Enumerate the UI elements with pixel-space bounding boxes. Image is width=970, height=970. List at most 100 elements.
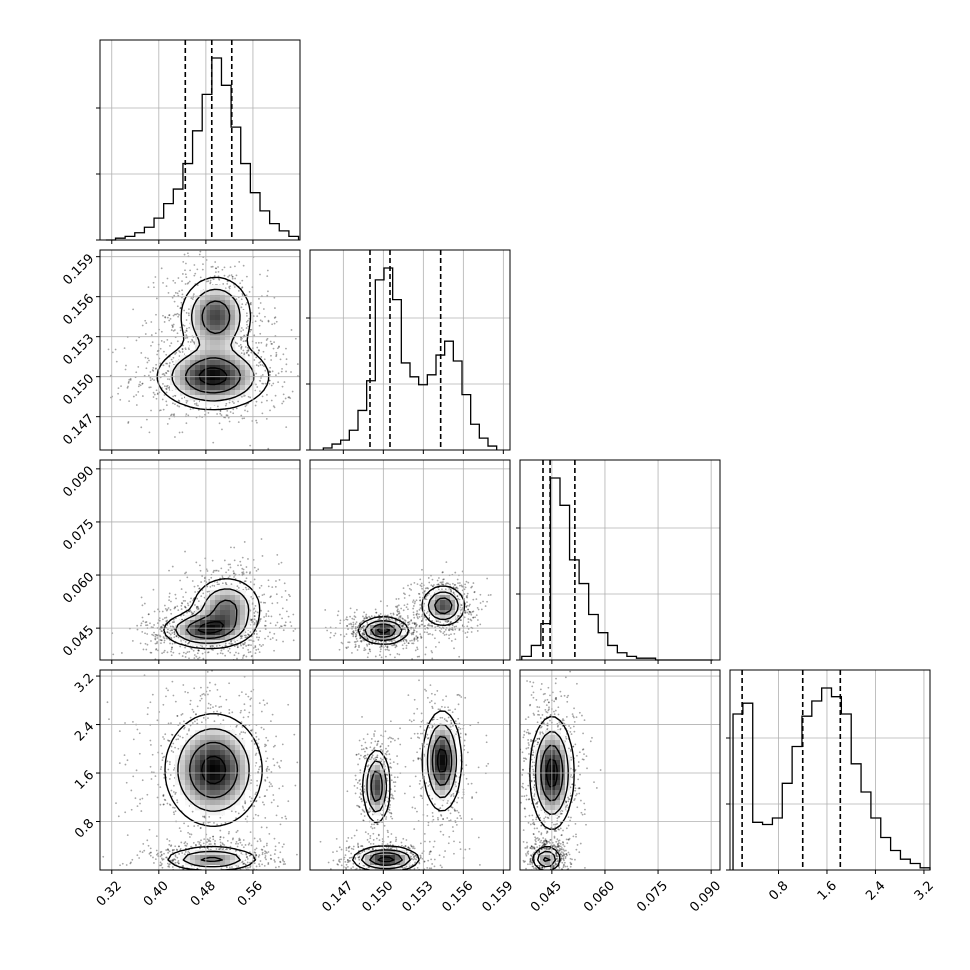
sample-point [154, 635, 157, 638]
sample-point [118, 730, 121, 733]
sample-point [182, 865, 185, 868]
sample-point [209, 279, 212, 282]
sample-point [166, 651, 169, 654]
density-cell [220, 750, 226, 756]
density-cell [245, 390, 251, 396]
sample-point [177, 872, 179, 874]
sample-point [257, 771, 260, 773]
sample-point [274, 845, 277, 848]
sample-point [288, 593, 290, 596]
sample-point [135, 769, 138, 772]
density-cell [220, 805, 226, 811]
sample-point [237, 564, 239, 567]
sample-point [266, 399, 268, 402]
sample-point [163, 637, 166, 640]
sample-point [172, 356, 175, 359]
sample-point [239, 666, 241, 668]
sample-point [160, 864, 163, 867]
sample-point [206, 570, 209, 572]
sample-point [277, 372, 280, 375]
sample-point [267, 320, 270, 323]
density-cell [230, 795, 236, 801]
density-cell [205, 750, 211, 756]
density-cell [195, 805, 201, 811]
density-cell [195, 375, 201, 381]
histogram-panel-0 [96, 39, 301, 241]
sample-point [149, 851, 152, 854]
sample-point [203, 838, 206, 840]
sample-point [132, 775, 135, 778]
sample-point [240, 883, 242, 885]
sample-point [256, 611, 259, 614]
density-cell [210, 315, 216, 321]
sample-point [153, 393, 156, 396]
density-cell [235, 320, 241, 326]
density-cell [185, 630, 191, 636]
density-cell [225, 595, 231, 601]
sample-point [273, 406, 276, 409]
density-cell [170, 380, 176, 386]
density-cell [205, 615, 211, 621]
sample-point [244, 863, 247, 866]
density-cell [230, 620, 236, 626]
density-cell [230, 350, 236, 356]
sample-point [149, 379, 152, 382]
density-cell [200, 380, 206, 386]
density-cell [230, 735, 236, 741]
density-cell [175, 780, 181, 786]
sample-point [199, 569, 202, 572]
density-cell [205, 725, 211, 731]
sample-point [184, 606, 187, 609]
sample-point [249, 866, 251, 869]
sample-point [190, 611, 193, 613]
sample-point [171, 851, 174, 854]
sample-point [171, 734, 174, 736]
contour-line [175, 588, 250, 644]
sample-point [162, 364, 165, 367]
density-cell [220, 620, 226, 626]
sample-point [234, 277, 236, 280]
density-cell [230, 305, 236, 311]
density-cell [215, 320, 221, 326]
sample-point [168, 314, 171, 316]
sample-point [183, 727, 185, 730]
sample-point [294, 337, 297, 340]
sample-point [219, 836, 222, 838]
sample-point [253, 334, 256, 337]
sample-point [254, 610, 257, 613]
sample-point [245, 588, 248, 591]
sample-point [168, 596, 171, 598]
sample-point [195, 561, 198, 564]
sample-point [144, 319, 147, 322]
sample-point [166, 316, 169, 319]
sample-point [167, 848, 169, 851]
sample-point [221, 268, 224, 271]
sample-point [166, 370, 169, 372]
sample-point [192, 841, 195, 844]
sample-point [267, 290, 269, 293]
sample-point [261, 320, 264, 323]
sample-point [245, 352, 248, 354]
sample-point [267, 447, 270, 450]
sample-point [224, 581, 227, 584]
sample-point [167, 851, 170, 854]
sample-point [259, 360, 262, 363]
sample-point [168, 599, 170, 602]
density-cell [205, 625, 211, 631]
sample-point [263, 616, 266, 618]
density-cell [190, 730, 196, 736]
density-cell [190, 745, 196, 751]
sample-point [174, 403, 176, 405]
sample-point [163, 394, 166, 396]
sample-point [197, 404, 199, 407]
density-cell [205, 805, 211, 811]
sample-point [240, 709, 242, 712]
sample-point [253, 743, 256, 745]
density-cell [190, 775, 196, 781]
sample-point [266, 789, 268, 791]
sample-point [245, 645, 248, 647]
sample-point [155, 363, 158, 366]
sample-point [247, 633, 250, 636]
panel-border [99, 249, 301, 451]
sample-point [193, 264, 196, 266]
